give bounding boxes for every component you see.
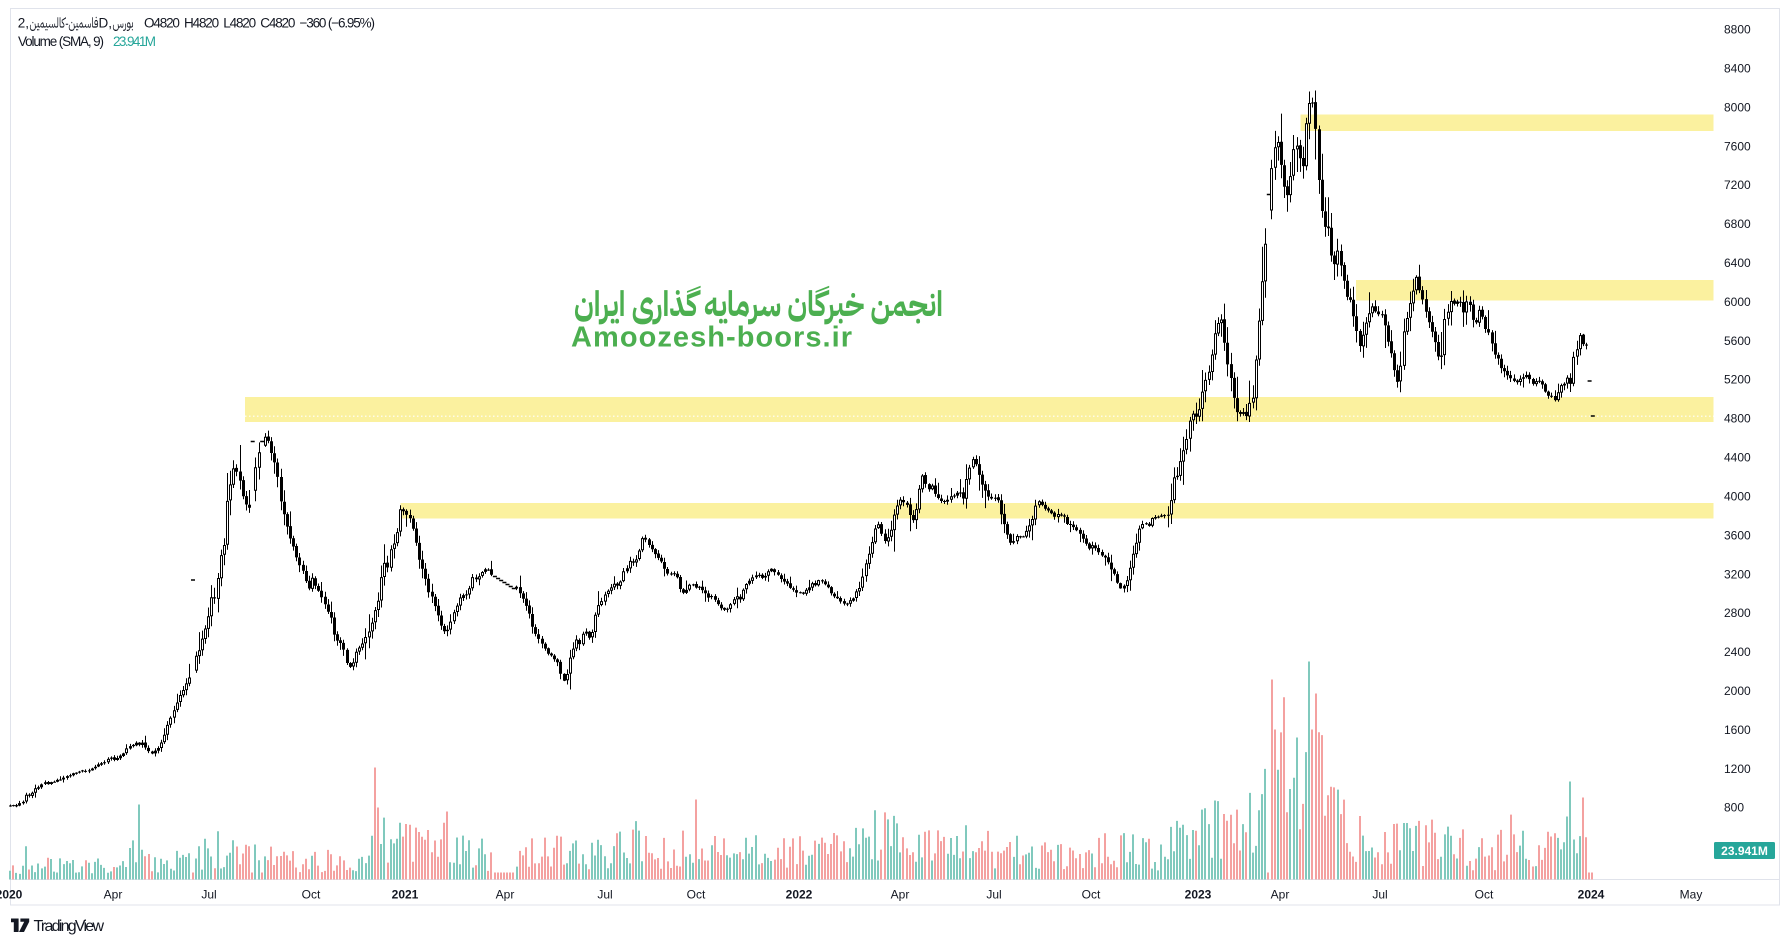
svg-text:7200: 7200 [1724,178,1751,192]
svg-text:D,: D, [99,16,113,31]
svg-text:,: , [25,16,29,31]
svg-text:3600: 3600 [1724,528,1751,542]
svg-text:800: 800 [1724,801,1744,815]
svg-text:3200: 3200 [1724,567,1751,581]
svg-text:4800: 4800 [1724,412,1751,426]
svg-text:Jul: Jul [201,888,216,902]
svg-text:4000: 4000 [1724,490,1751,504]
svg-text:Amoozesh-boors.ir: Amoozesh-boors.ir [571,322,852,354]
svg-text:Apr: Apr [496,888,515,902]
svg-text:23.941M: 23.941M [1721,844,1768,858]
svg-text:1200: 1200 [1724,762,1751,776]
svg-text:2021: 2021 [392,888,419,902]
svg-text:2022: 2022 [786,888,813,902]
svg-text:May: May [1680,888,1703,902]
svg-text:4400: 4400 [1724,451,1751,465]
svg-text:5200: 5200 [1724,373,1751,387]
svg-text:Oct: Oct [1082,888,1101,902]
svg-text:2000: 2000 [1724,684,1751,698]
svg-text:Jul: Jul [986,888,1001,902]
svg-text:23.941M: 23.941M [113,34,156,49]
svg-text:8400: 8400 [1724,62,1751,76]
svg-text:2020: 2020 [0,888,23,902]
svg-text:O4820 H4820 L4820 C4820 −3: O4820 H4820 L4820 C4820 −360 (−6.95%) [144,16,375,31]
svg-text:5600: 5600 [1724,334,1751,348]
svg-text:8000: 8000 [1724,100,1751,114]
svg-text:Apr: Apr [891,888,910,902]
svg-text:Oct: Oct [302,888,321,902]
svg-text:6000: 6000 [1724,295,1751,309]
svg-text:Volume (SMA, 9): Volume (SMA, 9) [18,34,104,49]
svg-text:2: 2 [18,16,26,31]
svg-text:2024: 2024 [1578,888,1605,902]
svg-text:Oct: Oct [687,888,706,902]
svg-text:Apr: Apr [1271,888,1290,902]
svg-text:6400: 6400 [1724,256,1751,270]
svg-text:2800: 2800 [1724,606,1751,620]
svg-text:2400: 2400 [1724,645,1751,659]
svg-text:1600: 1600 [1724,723,1751,737]
svg-text:Oct: Oct [1475,888,1494,902]
svg-text:Jul: Jul [597,888,612,902]
svg-text:Jul: Jul [1372,888,1387,902]
svg-text:2023: 2023 [1185,888,1212,902]
svg-text:Apr: Apr [104,888,123,902]
svg-text:TradingView: TradingView [34,918,105,935]
svg-text:7600: 7600 [1724,139,1751,153]
svg-text:8800: 8800 [1724,23,1751,37]
svg-text:6800: 6800 [1724,217,1751,231]
